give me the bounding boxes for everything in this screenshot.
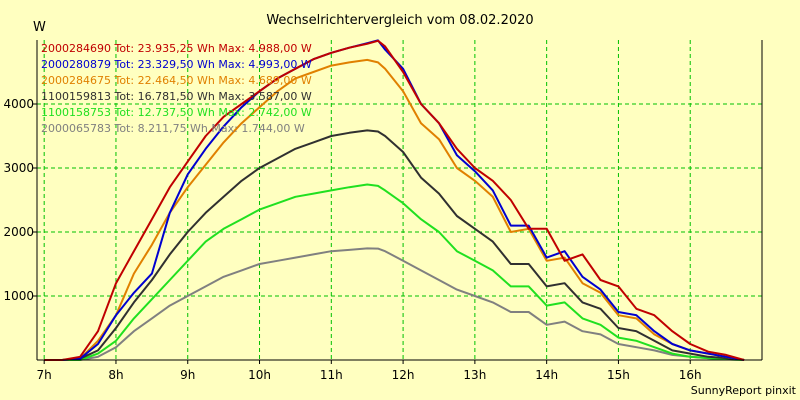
- x-tick-label: 7h: [37, 368, 52, 382]
- x-tick-label: 14h: [535, 368, 558, 382]
- series-line-1: [44, 39, 745, 361]
- chart-title: Wechselrichtervergleich vom 08.02.2020: [266, 13, 533, 28]
- legend-entry-2: 2000284675 Tot: 22.464,50 Wh Max: 4.689,…: [41, 74, 312, 87]
- series-line-2: [44, 58, 745, 361]
- series-line-4: [44, 183, 745, 361]
- legend-entry-5: 2000065783 Tot: 8.211,75 Wh Max: 1.744,0…: [41, 122, 305, 135]
- x-tick-label: 16h: [679, 368, 702, 382]
- legend-entry-4: 1100158753 Tot: 12.737,50 Wh Max: 2.742,…: [41, 106, 312, 119]
- y-axis-unit-label: W: [33, 20, 46, 35]
- series-line-0: [44, 39, 745, 361]
- series-line-5: [44, 247, 745, 361]
- x-tick-label: 15h: [607, 368, 630, 382]
- y-tick-label: 2000: [3, 225, 34, 239]
- x-tick-label: 11h: [320, 368, 343, 382]
- legend-entry-1: 2000280879 Tot: 23.329,50 Wh Max: 4.993,…: [41, 58, 312, 71]
- series-line-3: [44, 129, 745, 361]
- x-tick-label: 8h: [108, 368, 123, 382]
- legend: 2000284690 Tot: 23.935,25 Wh Max: 4.988,…: [41, 42, 312, 135]
- footer-credit: SunnyReport pinxit: [691, 384, 797, 397]
- x-tick-label: 10h: [248, 368, 271, 382]
- y-tick-label: 3000: [3, 161, 34, 175]
- legend-entry-0: 2000284690 Tot: 23.935,25 Wh Max: 4.988,…: [41, 42, 312, 55]
- x-axis-ticks: 7h 8h 9h 10h 11h 12h 13h 14h 15h 16h: [37, 360, 702, 382]
- x-tick-label: 12h: [392, 368, 415, 382]
- y-axis-ticks: 1000 2000 3000 4000: [3, 97, 37, 303]
- legend-entry-3: 1100159813 Tot: 16.781,50 Wh Max: 3.587,…: [41, 90, 312, 103]
- y-tick-label: 4000: [3, 97, 34, 111]
- x-tick-label: 13h: [463, 368, 486, 382]
- series-lines: [44, 39, 745, 361]
- y-tick-label: 1000: [3, 289, 34, 303]
- axes: [36, 40, 763, 361]
- x-tick-label: 9h: [180, 368, 195, 382]
- grid: [37, 40, 762, 360]
